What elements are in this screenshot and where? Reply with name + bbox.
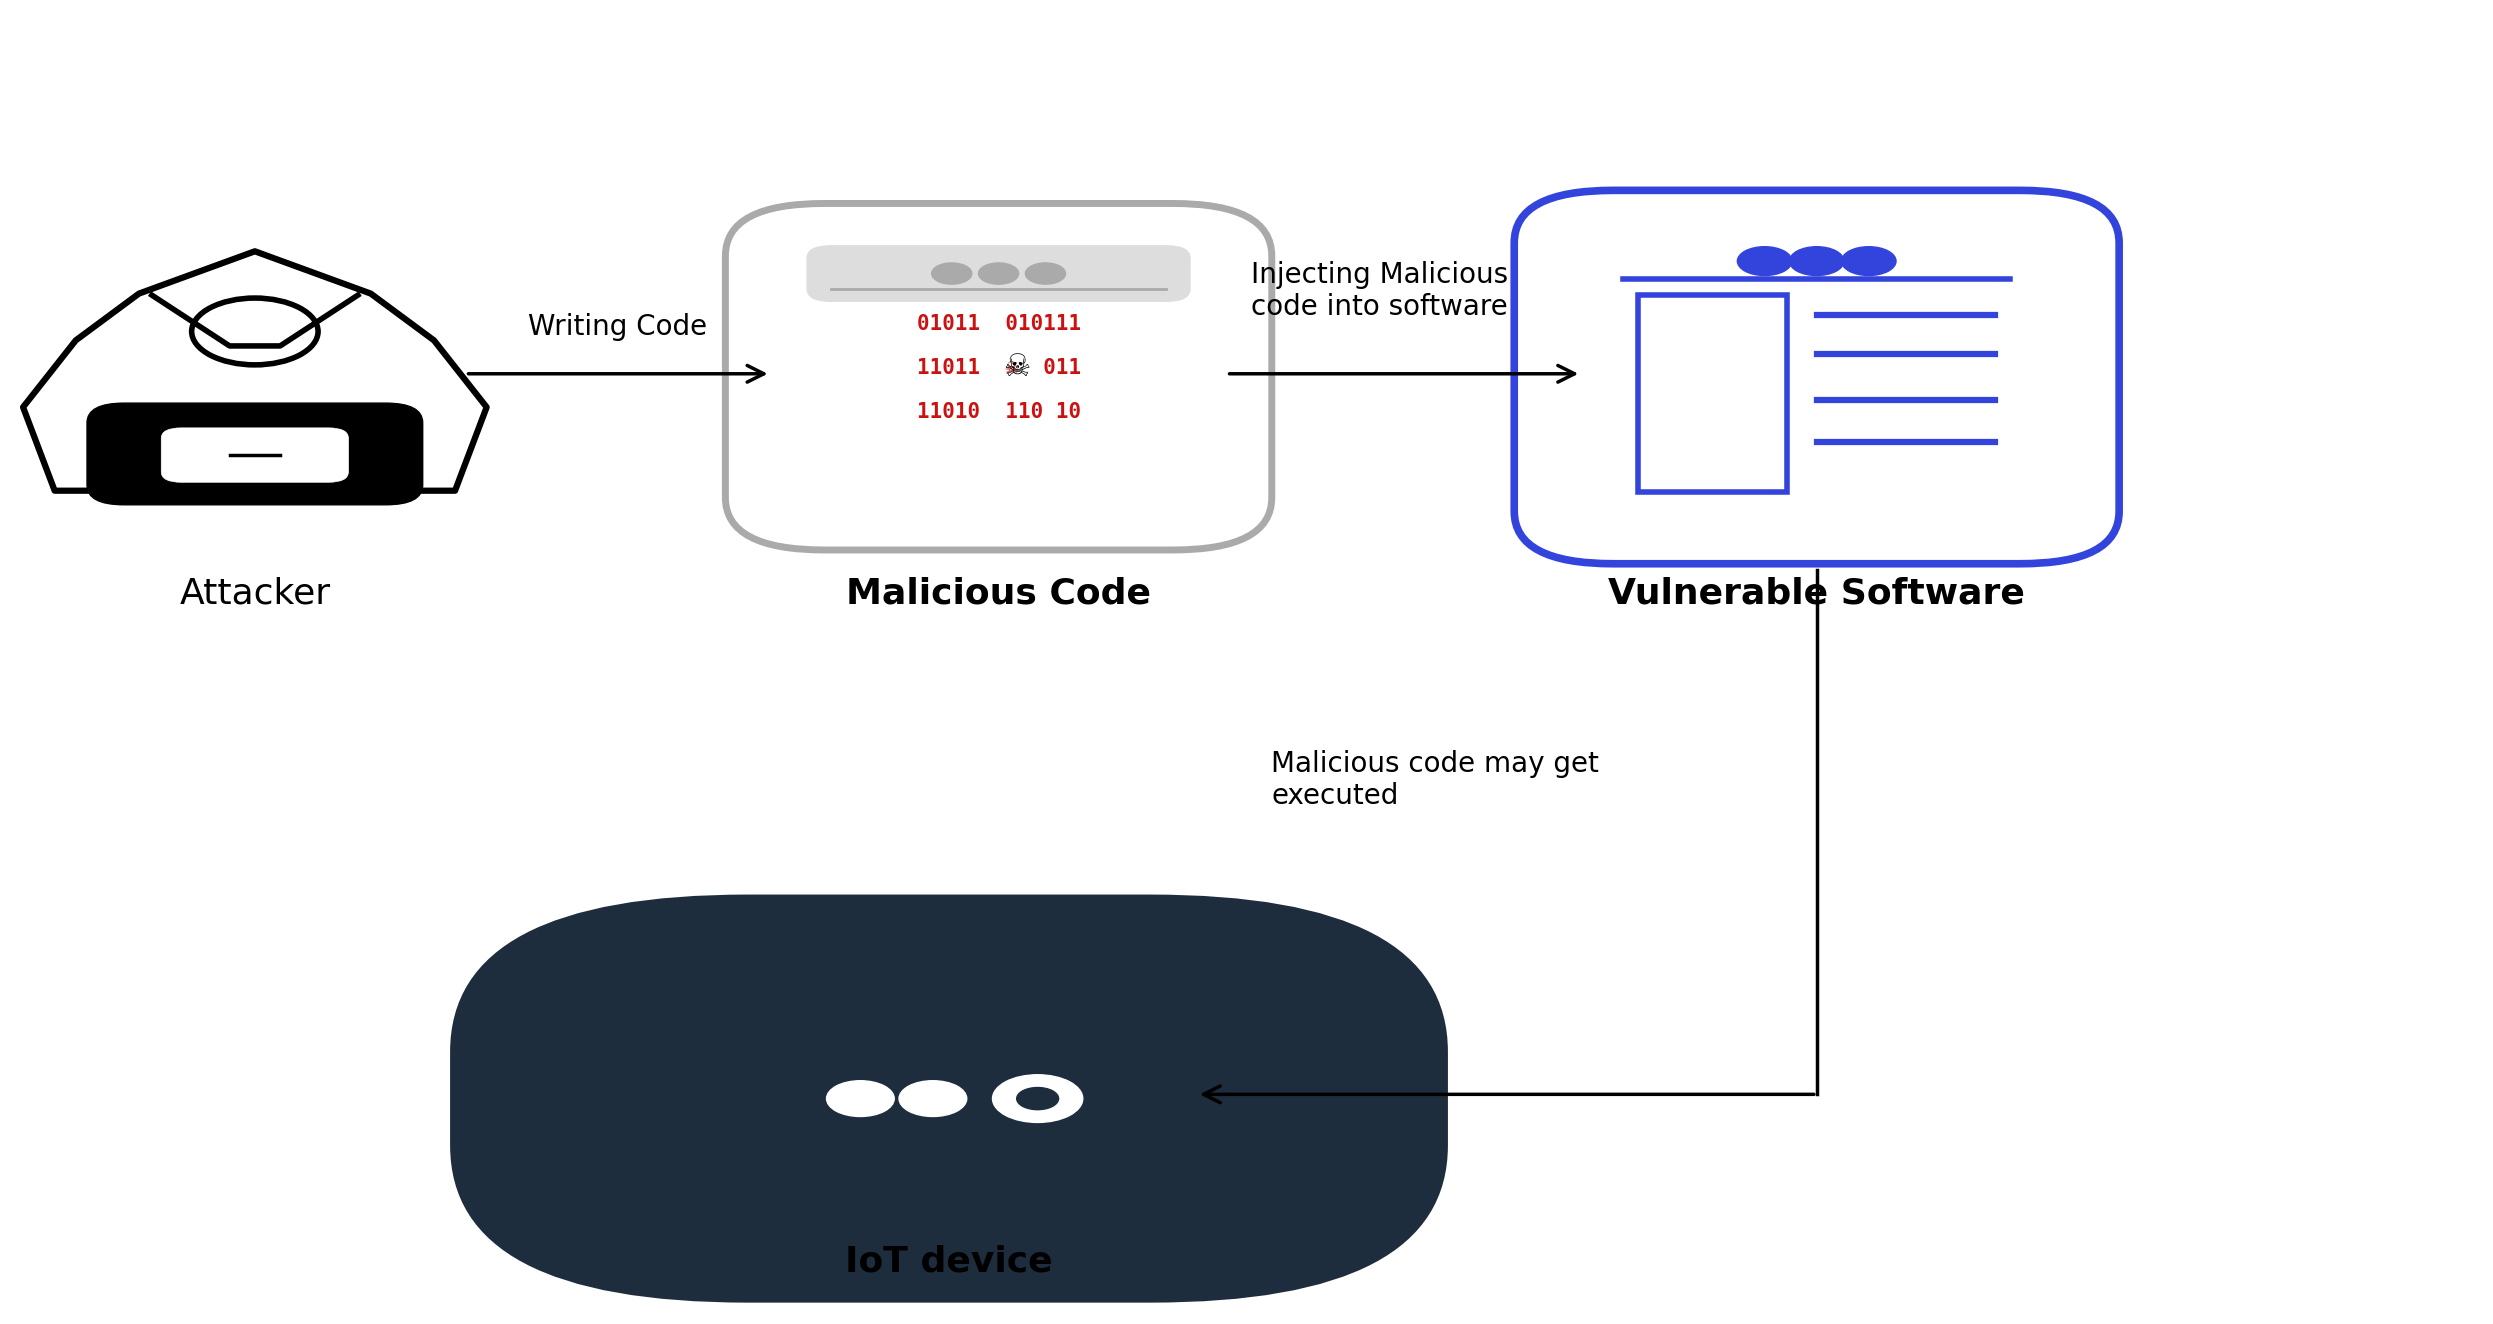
Text: Malicious Code: Malicious Code [845, 577, 1152, 610]
Circle shape [900, 1080, 967, 1116]
FancyBboxPatch shape [162, 428, 349, 482]
FancyBboxPatch shape [725, 204, 1271, 549]
Circle shape [1017, 1087, 1060, 1110]
Text: 11011  ☠  011: 11011 ☠ 011 [917, 357, 1079, 377]
Text: Attacker: Attacker [179, 577, 332, 610]
Circle shape [992, 1075, 1082, 1123]
Circle shape [1738, 246, 1792, 275]
Text: Vulnerable Software: Vulnerable Software [1608, 577, 2024, 610]
Circle shape [980, 263, 1020, 285]
FancyBboxPatch shape [451, 895, 1448, 1303]
Circle shape [1025, 263, 1065, 285]
Text: ☠: ☠ [1002, 354, 1030, 383]
FancyBboxPatch shape [1513, 191, 2119, 564]
FancyBboxPatch shape [805, 245, 1192, 302]
FancyBboxPatch shape [87, 402, 424, 504]
Circle shape [828, 1080, 895, 1116]
Circle shape [1842, 246, 1897, 275]
Text: Writing Code: Writing Code [529, 312, 708, 342]
Text: Malicious code may get
executed: Malicious code may get executed [1271, 749, 1598, 810]
Circle shape [932, 263, 972, 285]
Circle shape [1790, 246, 1845, 275]
Text: 11010  110 10: 11010 110 10 [917, 401, 1079, 421]
Text: 01011  010111: 01011 010111 [917, 314, 1079, 334]
Text: IoT device: IoT device [845, 1245, 1052, 1279]
Circle shape [897, 1049, 920, 1061]
Text: Injecting Malicious
code into software: Injecting Malicious code into software [1251, 261, 1508, 322]
